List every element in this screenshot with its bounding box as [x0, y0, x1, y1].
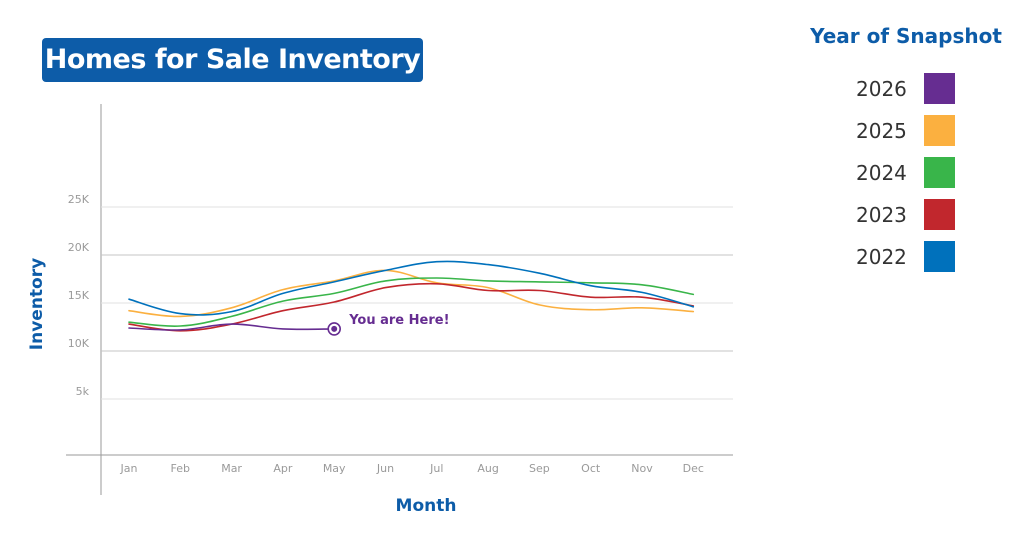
x-tick-label: Feb — [171, 462, 190, 475]
x-tick-label: Mar — [221, 462, 242, 475]
legend-item-2022: 2022 — [856, 241, 960, 273]
legend-label: 2024 — [856, 161, 907, 185]
x-tick-label: Jun — [376, 462, 394, 475]
series-line-2022 — [128, 260, 695, 316]
y-tick-label: 10K — [68, 337, 90, 350]
line-chart: 5k 10K 15K 20K 25K Jan Feb Mar Apr May Jun Jul Aug Se… — [66, 104, 733, 495]
legend-swatch — [924, 73, 955, 104]
x-tick-label: May — [323, 462, 346, 475]
x-tick-label: Aug — [477, 462, 498, 475]
y-tick-label: 5k — [76, 385, 90, 398]
you-are-here-dot — [331, 325, 338, 332]
y-tick-label: 20K — [68, 241, 90, 254]
x-tick-label: Nov — [631, 462, 653, 475]
legend-label: 2026 — [856, 77, 907, 101]
series-line-2024 — [128, 277, 695, 327]
x-tick-label: Oct — [581, 462, 601, 475]
x-axis-label: Month — [395, 496, 457, 516]
legend-label: 2022 — [856, 245, 907, 269]
legend-swatch — [924, 199, 955, 230]
x-tick-label: Jul — [429, 462, 443, 475]
y-axis-label: Inventory — [27, 257, 47, 351]
chart-title: Homes for Sale Inventory — [42, 38, 423, 82]
x-tick-label: Jan — [120, 462, 138, 475]
legend-item-2024: 2024 — [856, 157, 960, 189]
legend-title: Year of Snapshot — [810, 24, 1002, 48]
legend-label: 2025 — [856, 119, 907, 143]
legend-swatch — [924, 241, 955, 272]
legend-item-2025: 2025 — [856, 115, 960, 147]
legend-item-2023: 2023 — [856, 199, 960, 231]
annotation-label: You are Here! — [348, 313, 449, 328]
y-tick-label: 25K — [68, 193, 90, 206]
legend-item-2026: 2026 — [856, 73, 960, 105]
series-line-2026 — [128, 323, 335, 331]
legend-swatch — [924, 115, 955, 146]
series-line-2025 — [128, 269, 695, 318]
x-tick-label: Apr — [273, 462, 293, 475]
legend-label: 2023 — [856, 203, 907, 227]
x-tick-label: Dec — [683, 462, 704, 475]
y-tick-label: 15K — [68, 289, 90, 302]
legend-swatch — [924, 157, 955, 188]
x-tick-label: Sep — [529, 462, 550, 475]
